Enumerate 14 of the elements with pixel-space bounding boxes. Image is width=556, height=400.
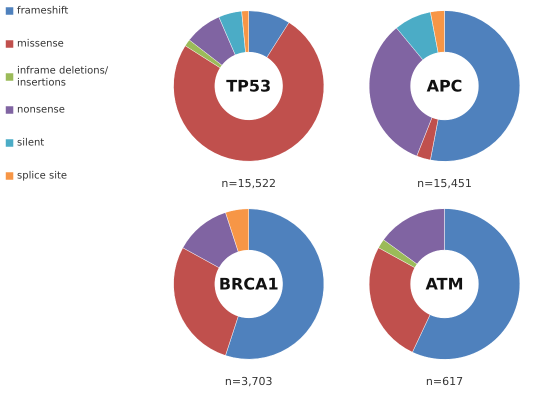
legend-label: inframe deletions/ insertions bbox=[17, 65, 109, 89]
text: n=3,703 bbox=[224, 375, 273, 388]
text: TP53 bbox=[226, 76, 272, 96]
text: n=617 bbox=[426, 375, 464, 388]
legend-label: missense bbox=[17, 38, 64, 50]
text: n=15,451 bbox=[417, 177, 472, 190]
legend-label: frameshift bbox=[17, 6, 68, 16]
legend-label: splice site bbox=[17, 170, 68, 182]
legend-label: silent bbox=[17, 138, 44, 148]
legend-label: nonsense bbox=[17, 104, 65, 116]
text: BRCA1 bbox=[218, 274, 279, 294]
text: n=15,522 bbox=[221, 177, 276, 190]
text: ATM bbox=[426, 274, 464, 294]
text: APC bbox=[426, 76, 462, 96]
